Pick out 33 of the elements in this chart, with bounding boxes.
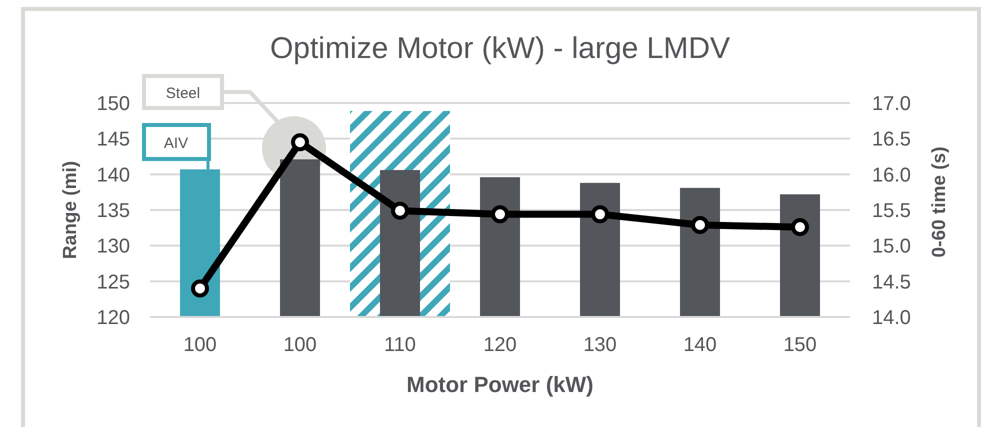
y2-tick-label: 16.5: [872, 128, 911, 151]
y2-axis-title: 0-60 time (s): [929, 146, 950, 258]
point: [191, 279, 209, 298]
y-tick-label: 150: [96, 93, 130, 115]
point: [591, 205, 609, 224]
x-tick-label: 100: [283, 334, 317, 356]
y2-tick-label: 16.0: [872, 164, 911, 186]
x-tick-label: 100: [183, 334, 217, 356]
y2-tick-label: 17.0: [872, 93, 911, 115]
text: Steel: [166, 85, 200, 102]
y-tick-label: 120: [96, 307, 130, 329]
y2-tick-label: 15.5: [872, 200, 911, 222]
y-tick-label: 145: [96, 128, 130, 151]
y-tick-label: 125: [96, 271, 130, 294]
point: [691, 216, 709, 234]
x-tick-label: 110: [384, 334, 416, 356]
chart-title: Optimize Motor (kW) - large LMDV: [270, 32, 730, 65]
y-tick-label: 135: [96, 200, 130, 222]
point: [491, 205, 509, 224]
point: [791, 218, 809, 236]
y-axis-title: Range (mi): [60, 160, 81, 260]
y2-tick-label: 14.5: [872, 271, 911, 294]
x-tick-label: 130: [583, 334, 617, 356]
x-tick-label: 120: [483, 334, 517, 356]
x-tick-label: 140: [683, 334, 717, 356]
x-tick-label: 150: [783, 334, 817, 356]
y2-tick-label: 15.0: [872, 236, 911, 258]
y-tick-label: 130: [96, 236, 130, 258]
x-axis-title: Motor Power (kW): [406, 372, 594, 397]
point: [391, 202, 409, 220]
annotation: AIV: [164, 135, 188, 152]
y2-tick-label: 14.0: [872, 307, 911, 329]
y-tick-label: 140: [96, 164, 130, 186]
